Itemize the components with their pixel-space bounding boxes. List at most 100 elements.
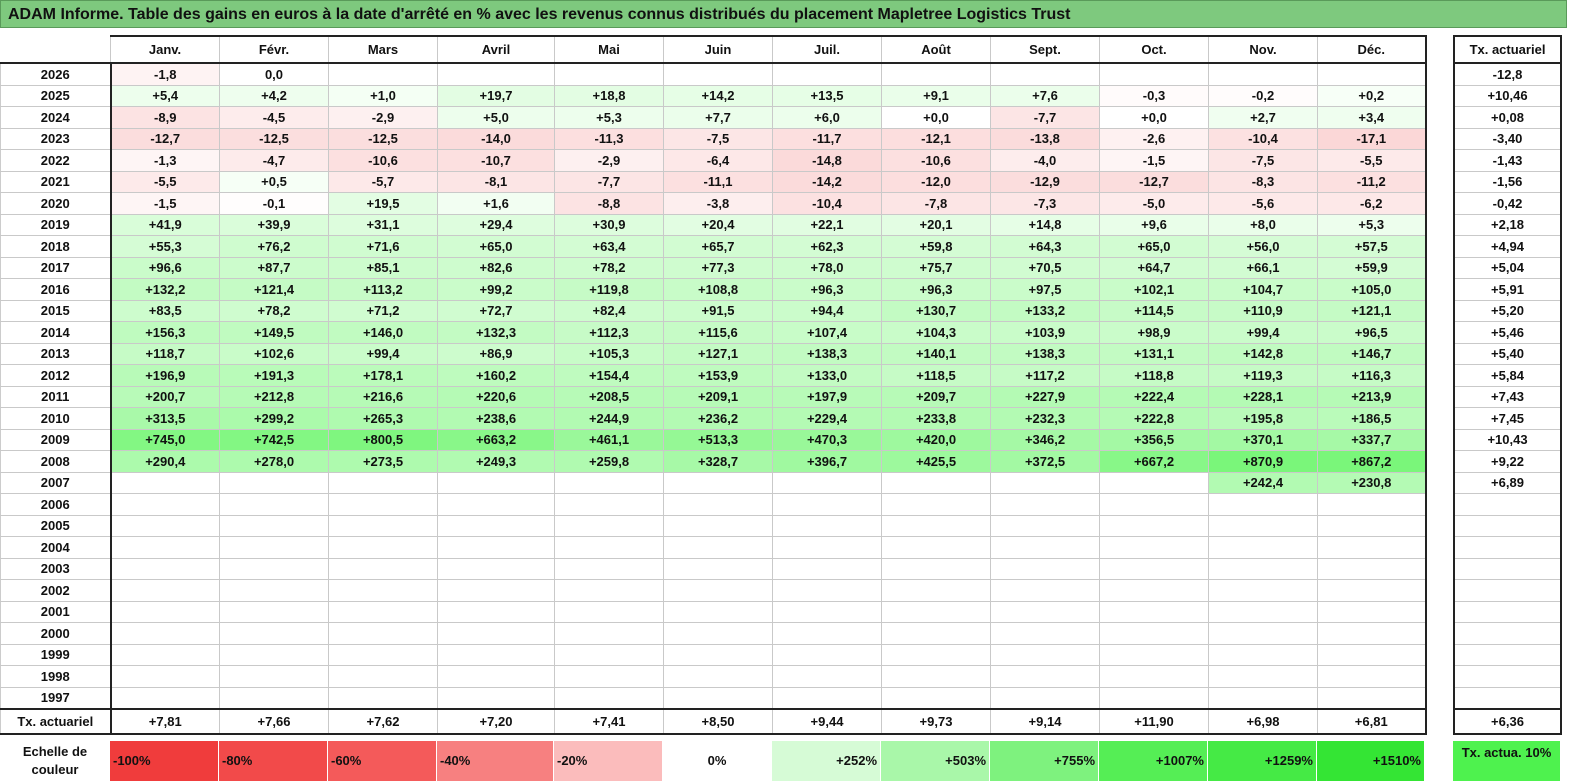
actuarial-rate-cell <box>1453 643 1562 666</box>
gain-cell: +299,2 <box>219 407 329 430</box>
gain-cell <box>328 579 438 602</box>
gain-cell: +82,6 <box>437 256 555 279</box>
gain-cell: +99,4 <box>1208 321 1318 344</box>
color-scale-step: -80% <box>219 741 328 781</box>
gain-cell: -8,1 <box>437 170 555 193</box>
gain-cell: +70,5 <box>990 256 1100 279</box>
gain-cell <box>554 536 664 559</box>
gain-cell: +0,0 <box>881 106 991 129</box>
gain-cell <box>1099 62 1209 86</box>
actuarial-rate-cell <box>1453 536 1562 559</box>
gain-cell: +65,7 <box>663 235 773 258</box>
side-row: +5,20 <box>1453 299 1562 322</box>
year-label: 2020 <box>0 192 112 215</box>
actuarial-summary-cell: +11,90 <box>1099 708 1209 735</box>
gain-cell: -12,7 <box>110 127 220 150</box>
gain-cell <box>219 514 329 537</box>
color-scale-step: -100% <box>110 741 219 781</box>
gain-cell: +112,3 <box>554 321 664 344</box>
gain-cell: +119,3 <box>1208 364 1318 387</box>
gain-cell: +420,0 <box>881 428 991 451</box>
gain-cell <box>772 493 882 516</box>
gain-cell <box>1317 493 1427 516</box>
gain-cell <box>990 686 1100 710</box>
gain-cell: +2,7 <box>1208 106 1318 129</box>
gain-cell <box>1317 514 1427 537</box>
gain-cell: +222,8 <box>1099 407 1209 430</box>
table-row: 2025 +5,4 +4,2 +1,0 +19,7 +18,8 +14,2 +13,5 +9,1… <box>0 84 1427 107</box>
gain-cell <box>437 622 555 645</box>
page-title: ADAM Informe. Table des gains en euros à… <box>0 0 1567 28</box>
gain-cell: -13,8 <box>990 127 1100 150</box>
actuarial-rate-cell: +5,04 <box>1453 256 1562 279</box>
gain-cell <box>772 643 882 666</box>
gain-cell: +85,1 <box>328 256 438 279</box>
gain-cell <box>1208 536 1318 559</box>
gain-cell <box>663 536 773 559</box>
gain-cell: +346,2 <box>990 428 1100 451</box>
gain-cell <box>554 471 664 494</box>
gain-cell: -12,7 <box>1099 170 1209 193</box>
gain-cell: +356,5 <box>1099 428 1209 451</box>
year-label: 2009 <box>0 428 112 451</box>
gain-cell: +200,7 <box>110 385 220 408</box>
year-label: 2023 <box>0 127 112 150</box>
gain-cell <box>219 622 329 645</box>
gain-cell: +800,5 <box>328 428 438 451</box>
gain-cell: +138,3 <box>772 342 882 365</box>
gain-cell <box>772 665 882 688</box>
gain-cell: +72,7 <box>437 299 555 322</box>
gain-cell: +55,3 <box>110 235 220 258</box>
gain-cell <box>663 600 773 623</box>
color-scale: -100% -80% -60% -40% -20% 0% +252% +503% +755% +1… <box>110 741 1425 781</box>
gain-cell: +121,4 <box>219 278 329 301</box>
actuarial-summary-cell: +7,66 <box>219 708 329 735</box>
side-row: +5,46 <box>1453 321 1562 344</box>
table-row: 2015 +83,5 +78,2 +71,2 +72,7 +82,4 +91,5 +94,4 +… <box>0 299 1427 322</box>
gain-cell: +1,0 <box>328 84 438 107</box>
gain-cell: +113,2 <box>328 278 438 301</box>
gain-cell: +65,0 <box>1099 235 1209 258</box>
gain-cell: +208,5 <box>554 385 664 408</box>
gain-cell <box>881 622 991 645</box>
gain-cell <box>328 643 438 666</box>
gain-cell <box>328 557 438 580</box>
gain-cell <box>990 557 1100 580</box>
gain-cell: +78,2 <box>219 299 329 322</box>
actuarial-rate-cell: +10,43 <box>1453 428 1562 451</box>
gain-cell: -12,1 <box>881 127 991 150</box>
table-row: 2000 <box>0 622 1427 645</box>
gain-cell: +64,7 <box>1099 256 1209 279</box>
gain-cell: +149,5 <box>219 321 329 344</box>
gain-cell <box>1317 686 1427 710</box>
gain-cell: +29,4 <box>437 213 555 236</box>
year-label: 2011 <box>0 385 112 408</box>
actuarial-rate-cell <box>1453 579 1562 602</box>
gain-cell <box>554 493 664 516</box>
year-label: 2008 <box>0 450 112 473</box>
gain-cell: +114,5 <box>1099 299 1209 322</box>
gain-cell: +259,8 <box>554 450 664 473</box>
gain-cell <box>219 665 329 688</box>
actuarial-rate-cell: +9,22 <box>1453 450 1562 473</box>
gain-cell <box>663 471 773 494</box>
gain-cell <box>1099 579 1209 602</box>
gain-cell: -1,3 <box>110 149 220 172</box>
gain-cell <box>554 579 664 602</box>
gain-cell <box>881 493 991 516</box>
gain-cell: +87,7 <box>219 256 329 279</box>
gain-cell <box>328 536 438 559</box>
gain-cell <box>772 600 882 623</box>
gain-cell <box>219 579 329 602</box>
gain-cell: +131,1 <box>1099 342 1209 365</box>
actuarial-rate-cell: +7,45 <box>1453 407 1562 430</box>
gain-cell <box>1208 686 1318 710</box>
gain-cell: +22,1 <box>772 213 882 236</box>
gain-cell <box>554 665 664 688</box>
gain-cell: +191,3 <box>219 364 329 387</box>
gain-cell: +59,8 <box>881 235 991 258</box>
year-label: 2001 <box>0 600 112 623</box>
gain-cell: +0,0 <box>1099 106 1209 129</box>
year-label: 2014 <box>0 321 112 344</box>
gain-cell: +57,5 <box>1317 235 1427 258</box>
